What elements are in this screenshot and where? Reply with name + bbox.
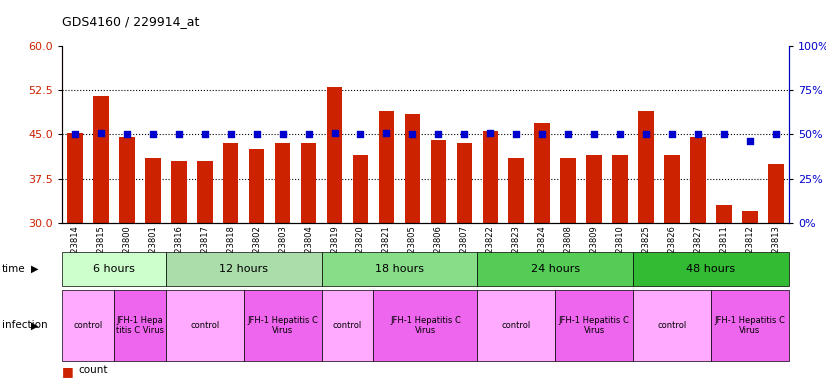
Point <box>743 138 757 144</box>
Point <box>484 129 497 136</box>
Point <box>302 131 316 137</box>
Text: 24 hours: 24 hours <box>530 264 580 274</box>
Point <box>224 131 237 137</box>
Bar <box>119 137 135 223</box>
Bar <box>560 158 576 223</box>
Text: JFH-1 Hepatitis C
Virus: JFH-1 Hepatitis C Virus <box>247 316 318 335</box>
Bar <box>664 155 680 223</box>
Point <box>380 129 393 136</box>
Text: 18 hours: 18 hours <box>375 264 424 274</box>
Text: JFH-1 Hepatitis C
Virus: JFH-1 Hepatitis C Virus <box>558 316 629 335</box>
Text: control: control <box>657 321 686 330</box>
Bar <box>586 155 602 223</box>
Bar <box>145 158 160 223</box>
Point <box>458 131 471 137</box>
Point <box>691 131 705 137</box>
Text: 6 hours: 6 hours <box>93 264 135 274</box>
Point <box>69 131 82 137</box>
Bar <box>378 111 394 223</box>
Point <box>94 129 107 136</box>
Point <box>432 131 445 137</box>
Point <box>172 131 185 137</box>
Bar <box>612 155 628 223</box>
Text: time: time <box>2 264 26 274</box>
Text: control: control <box>190 321 220 330</box>
Bar <box>482 131 498 223</box>
Text: ▶: ▶ <box>31 320 39 331</box>
Bar <box>275 143 291 223</box>
Point <box>535 131 548 137</box>
Point <box>717 131 730 137</box>
Bar <box>430 140 446 223</box>
Point <box>276 131 289 137</box>
Bar <box>327 87 342 223</box>
Bar <box>197 161 212 223</box>
Point <box>328 129 341 136</box>
Text: infection: infection <box>2 320 47 331</box>
Point <box>510 131 523 137</box>
Point <box>250 131 263 137</box>
Bar <box>691 137 705 223</box>
Bar <box>638 111 654 223</box>
Bar <box>67 133 83 223</box>
Bar <box>353 155 368 223</box>
Text: 48 hours: 48 hours <box>686 264 735 274</box>
Text: JFH-1 Hepatitis C
Virus: JFH-1 Hepatitis C Virus <box>390 316 461 335</box>
Point <box>146 131 159 137</box>
Text: 12 hours: 12 hours <box>219 264 268 274</box>
Bar <box>742 211 757 223</box>
Text: JFH-1 Hepa
titis C Virus: JFH-1 Hepa titis C Virus <box>116 316 164 335</box>
Bar <box>716 205 732 223</box>
Point <box>587 131 601 137</box>
Text: GDS4160 / 229914_at: GDS4160 / 229914_at <box>62 15 199 28</box>
Bar <box>223 143 239 223</box>
Text: ▶: ▶ <box>31 264 39 274</box>
Bar <box>768 164 784 223</box>
Point <box>354 131 367 137</box>
Bar <box>249 149 264 223</box>
Text: count: count <box>78 365 108 375</box>
Text: control: control <box>501 321 531 330</box>
Text: ■: ■ <box>62 365 74 378</box>
Bar <box>509 158 524 223</box>
Point <box>198 131 211 137</box>
Bar <box>405 114 420 223</box>
Bar <box>457 143 472 223</box>
Bar <box>171 161 187 223</box>
Text: JFH-1 Hepatitis C
Virus: JFH-1 Hepatitis C Virus <box>714 316 786 335</box>
Point <box>614 131 627 137</box>
Bar <box>534 122 550 223</box>
Text: control: control <box>74 321 102 330</box>
Point <box>121 131 134 137</box>
Bar <box>301 143 316 223</box>
Text: control: control <box>333 321 362 330</box>
Point <box>562 131 575 137</box>
Point <box>406 131 419 137</box>
Point <box>639 131 653 137</box>
Point <box>769 131 782 137</box>
Bar <box>93 96 109 223</box>
Point <box>666 131 679 137</box>
